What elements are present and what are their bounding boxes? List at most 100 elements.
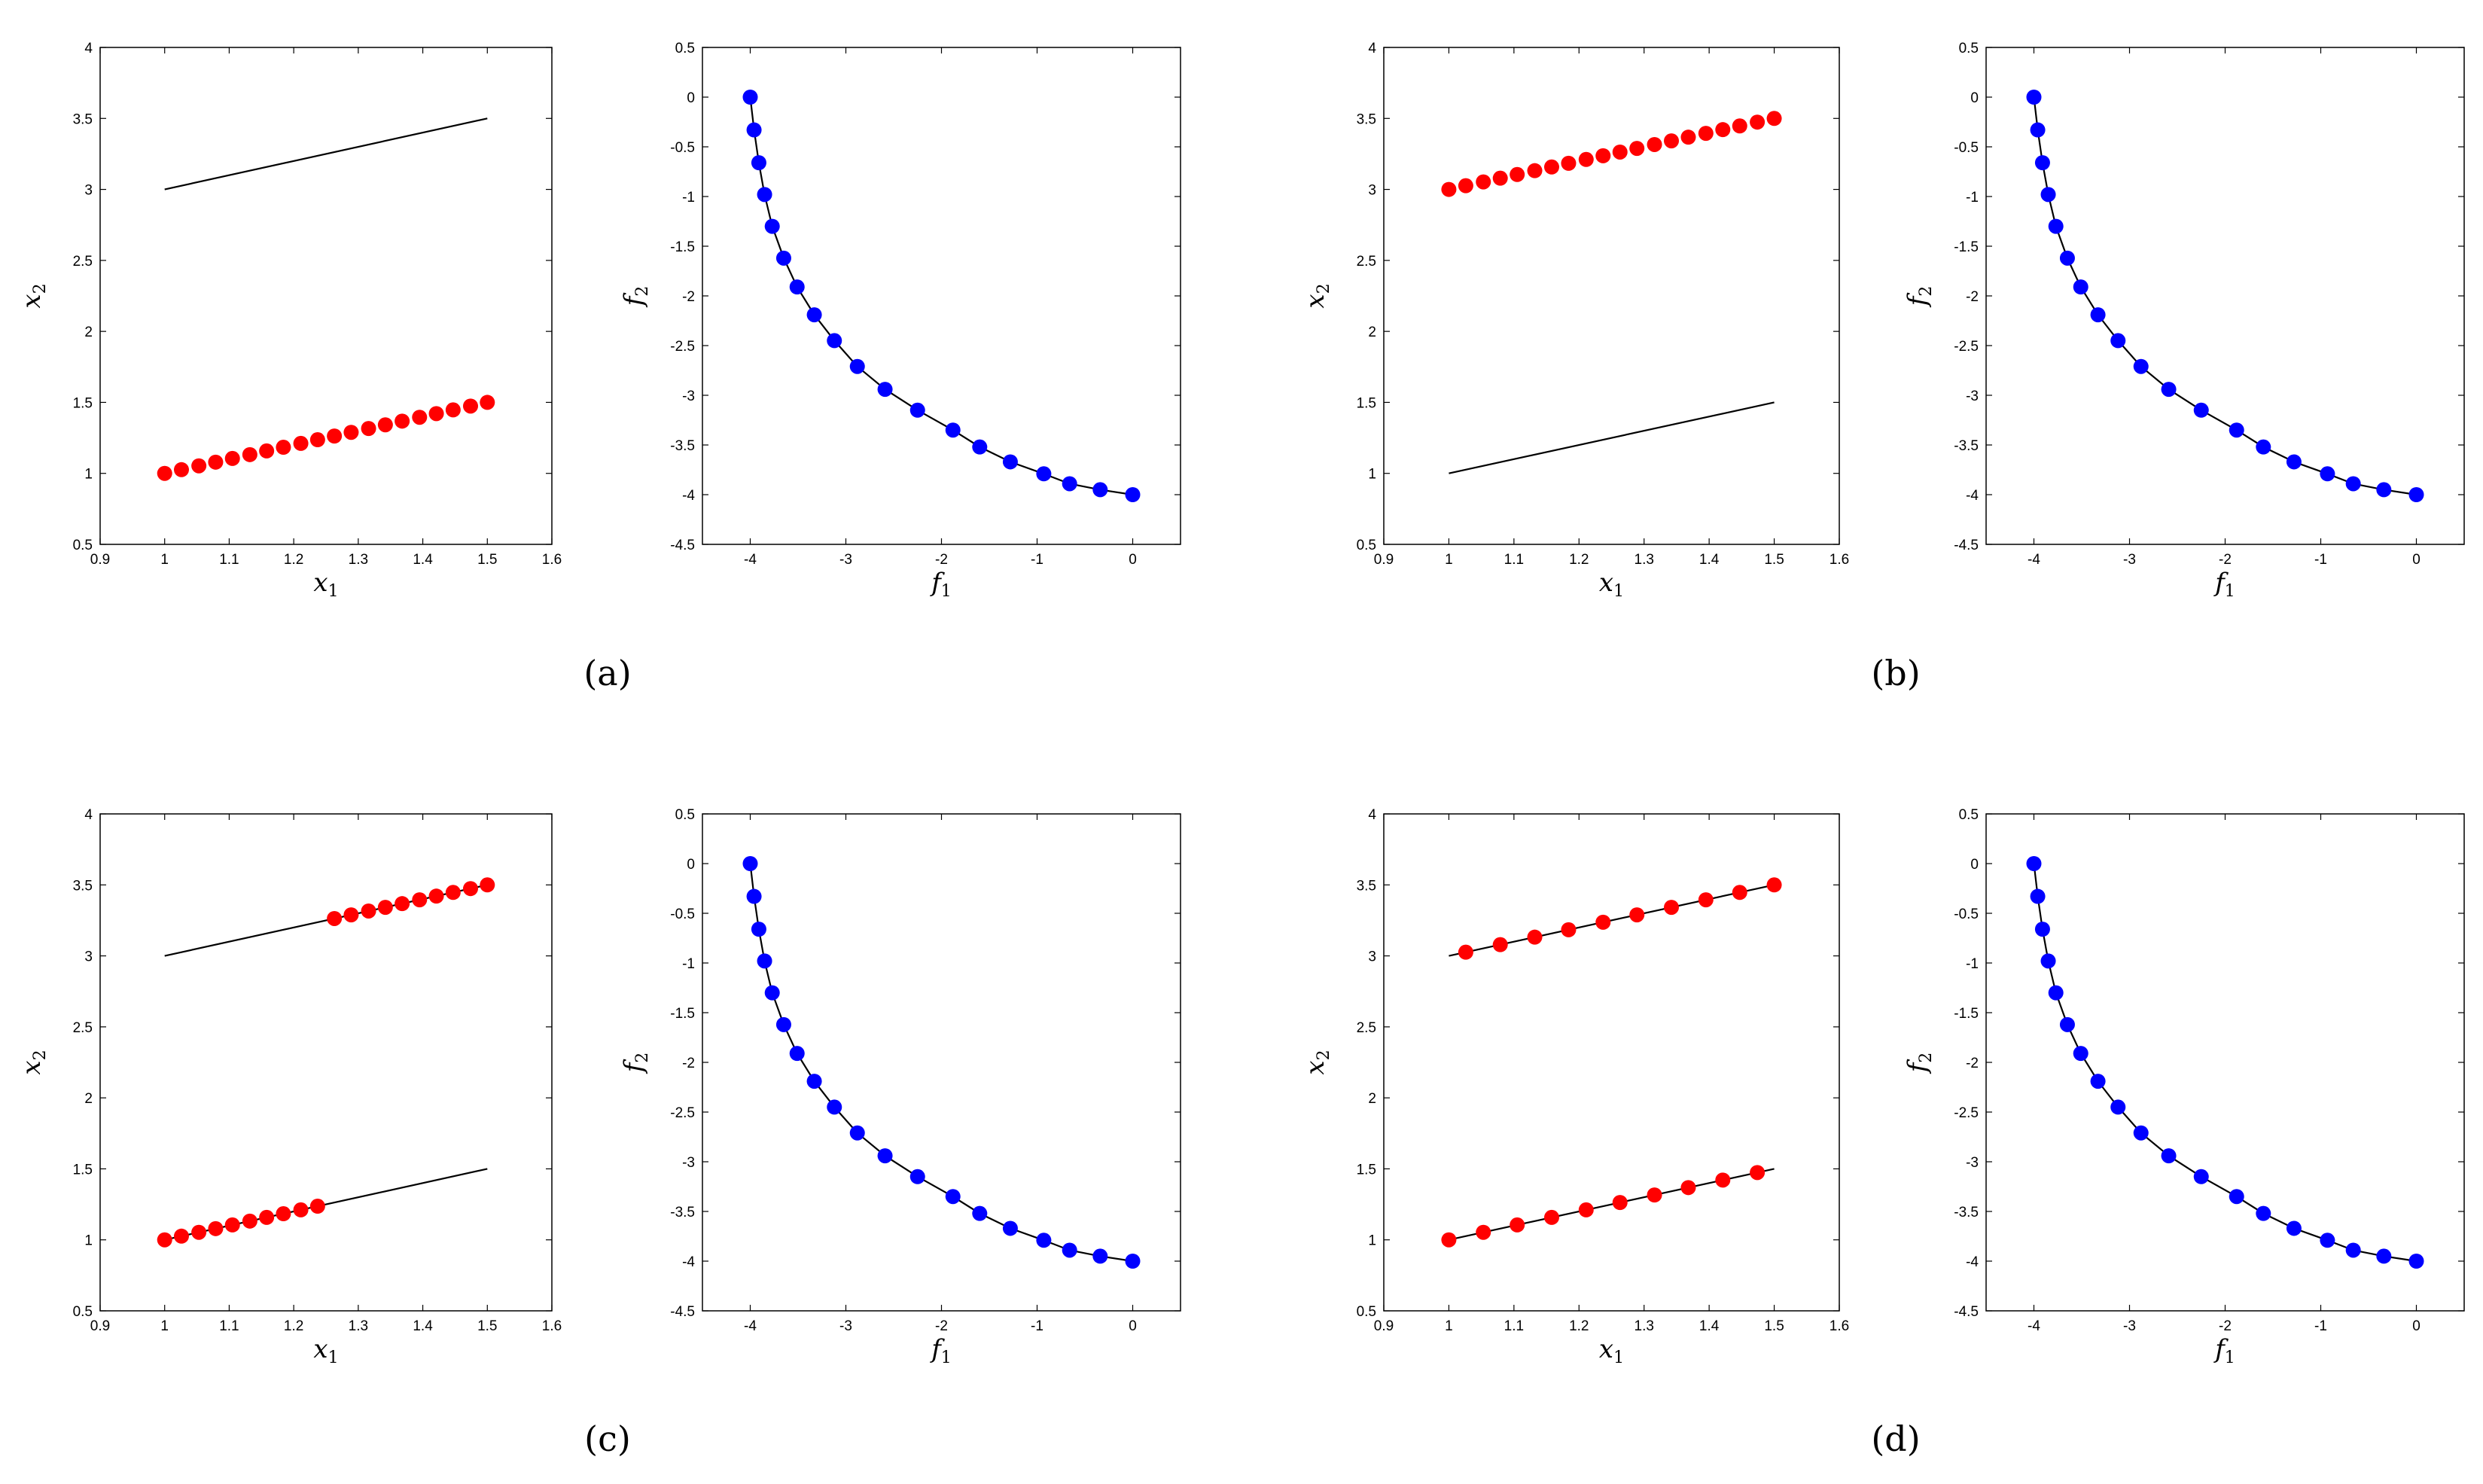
decision-point (1543, 159, 1559, 175)
objective-point (775, 1016, 791, 1032)
y-tick-label: -3.5 (670, 438, 695, 454)
x-tick-label: 1.3 (349, 552, 368, 568)
y-tick-label: 4 (84, 807, 93, 823)
decision-point (157, 465, 172, 481)
objective-point (2320, 466, 2335, 482)
objective-point (2408, 487, 2424, 502)
objective-point (2059, 1016, 2075, 1032)
decision-point (1458, 178, 1473, 193)
objective-point (775, 250, 791, 266)
x-tick-label: 1.5 (1764, 552, 1784, 568)
objective-point (806, 1074, 822, 1089)
y-tick-label: 3 (1368, 949, 1376, 965)
y-axis-label: x2 (1300, 283, 1333, 308)
x-tick-label: 1.1 (1504, 1318, 1524, 1334)
chart-3: 0.9 1 1.1 1.2 1.3 1.4 1.5 1.6 0.5 1 1.5 2 2.5 3 3.5 4 x1… (1300, 41, 1849, 601)
decision-point (480, 395, 495, 410)
objective-point (757, 187, 772, 203)
objective-point (1036, 1233, 1052, 1248)
caption-b: (b) (1871, 653, 1920, 693)
x-tick-label: 1.1 (219, 552, 239, 568)
decision-point (1647, 136, 1662, 152)
objective-point (909, 402, 925, 418)
y-tick-label: -0.5 (1954, 907, 1979, 922)
x-tick-label: -4 (744, 1318, 757, 1334)
plots-layer: 0.9 1 1.1 1.2 1.3 1.4 1.5 1.6 0.5 1 1.5 2 2.5 3 3.5 4 x1… (17, 41, 2465, 1367)
objective-point (2110, 333, 2126, 349)
y-tick-label: -3 (1966, 389, 1979, 404)
objective-point (2376, 1248, 2392, 1264)
x-tick-label: -1 (2314, 1318, 2327, 1334)
decision-point (1629, 141, 1645, 157)
x-axis-label: x1 (313, 568, 338, 601)
objective-point (2376, 482, 2392, 498)
decision-point (276, 1206, 291, 1222)
decision-point (1492, 937, 1508, 952)
y-tick-label: -2 (1966, 289, 1979, 305)
y-tick-label: 0.5 (675, 807, 695, 823)
objective-point (2133, 358, 2149, 374)
objective-point (2161, 382, 2177, 398)
y-tick-label: 0.5 (1959, 807, 1979, 823)
y-tick-label: 0.5 (1357, 538, 1376, 553)
x-tick-label: -2 (2219, 552, 2232, 568)
objective-point (2133, 1125, 2149, 1141)
caption-a: (a) (583, 653, 631, 693)
x-tick-label: 1.4 (413, 1318, 433, 1334)
x-tick-label: -1 (1031, 552, 1043, 568)
decision-point (463, 881, 478, 897)
x-tick-label: -4 (2028, 1318, 2040, 1334)
objective-point (2161, 1148, 2177, 1164)
decision-point (1543, 1209, 1559, 1225)
x-tick-label: -4 (2028, 552, 2040, 568)
objective-point (1062, 1242, 1077, 1258)
y-axis-label: f2 (1903, 1053, 1936, 1075)
decision-point (1732, 118, 1747, 134)
decision-point (480, 877, 495, 893)
pareto-set-line (164, 117, 488, 190)
y-tick-label: -1.5 (1954, 1006, 1979, 1022)
objective-point (2090, 1074, 2106, 1089)
objective-point (2030, 888, 2046, 904)
y-tick-label: 0.5 (73, 1304, 93, 1320)
objective-point (2193, 1169, 2209, 1184)
y-tick-label: 4 (84, 41, 93, 56)
decision-point (1492, 170, 1508, 186)
y-tick-label: -4 (682, 488, 695, 504)
y-tick-label: -3 (682, 1155, 695, 1171)
y-axis-label: x2 (17, 1050, 50, 1074)
y-tick-label: 0.5 (1959, 41, 1979, 56)
decision-point (428, 888, 444, 904)
objective-point (2320, 1233, 2335, 1248)
decision-point (1664, 133, 1680, 149)
decision-point (293, 435, 309, 451)
x-tick-label: 1 (1445, 552, 1453, 568)
y-tick-label: -1 (682, 190, 695, 206)
y-tick-label: -4.5 (1954, 1304, 1979, 1320)
x-tick-label: 1.6 (1829, 552, 1849, 568)
objective-point (945, 422, 961, 438)
y-tick-label: 1 (1368, 1233, 1376, 1249)
x-tick-label: 0.9 (90, 1318, 110, 1334)
x-tick-label: -3 (839, 1318, 852, 1334)
x-tick-label: 1.5 (477, 1318, 497, 1334)
x-axis-label: f1 (929, 568, 952, 601)
objective-point (2048, 218, 2064, 234)
decision-point (242, 446, 257, 462)
chart-1: 0.9 1 1.1 1.2 1.3 1.4 1.5 1.6 0.5 1 1.5 2 2.5 3 3.5 4 x1… (17, 41, 562, 601)
objective-point (2345, 1242, 2361, 1258)
decision-point (224, 450, 240, 466)
y-axis-label: x2 (1300, 1050, 1333, 1074)
decision-point (174, 462, 189, 477)
y-tick-label: 2.5 (73, 1020, 93, 1036)
objective-point (2034, 155, 2050, 171)
decision-point (1612, 1195, 1628, 1211)
objective-point (1092, 1248, 1108, 1264)
objective-point (1036, 466, 1052, 482)
decision-point (327, 910, 343, 926)
decision-point (293, 1202, 309, 1217)
decision-point (208, 454, 224, 470)
x-axis-label: f1 (2213, 568, 2235, 601)
decision-point (343, 907, 359, 923)
x-axis-label: f1 (2213, 1334, 2235, 1367)
